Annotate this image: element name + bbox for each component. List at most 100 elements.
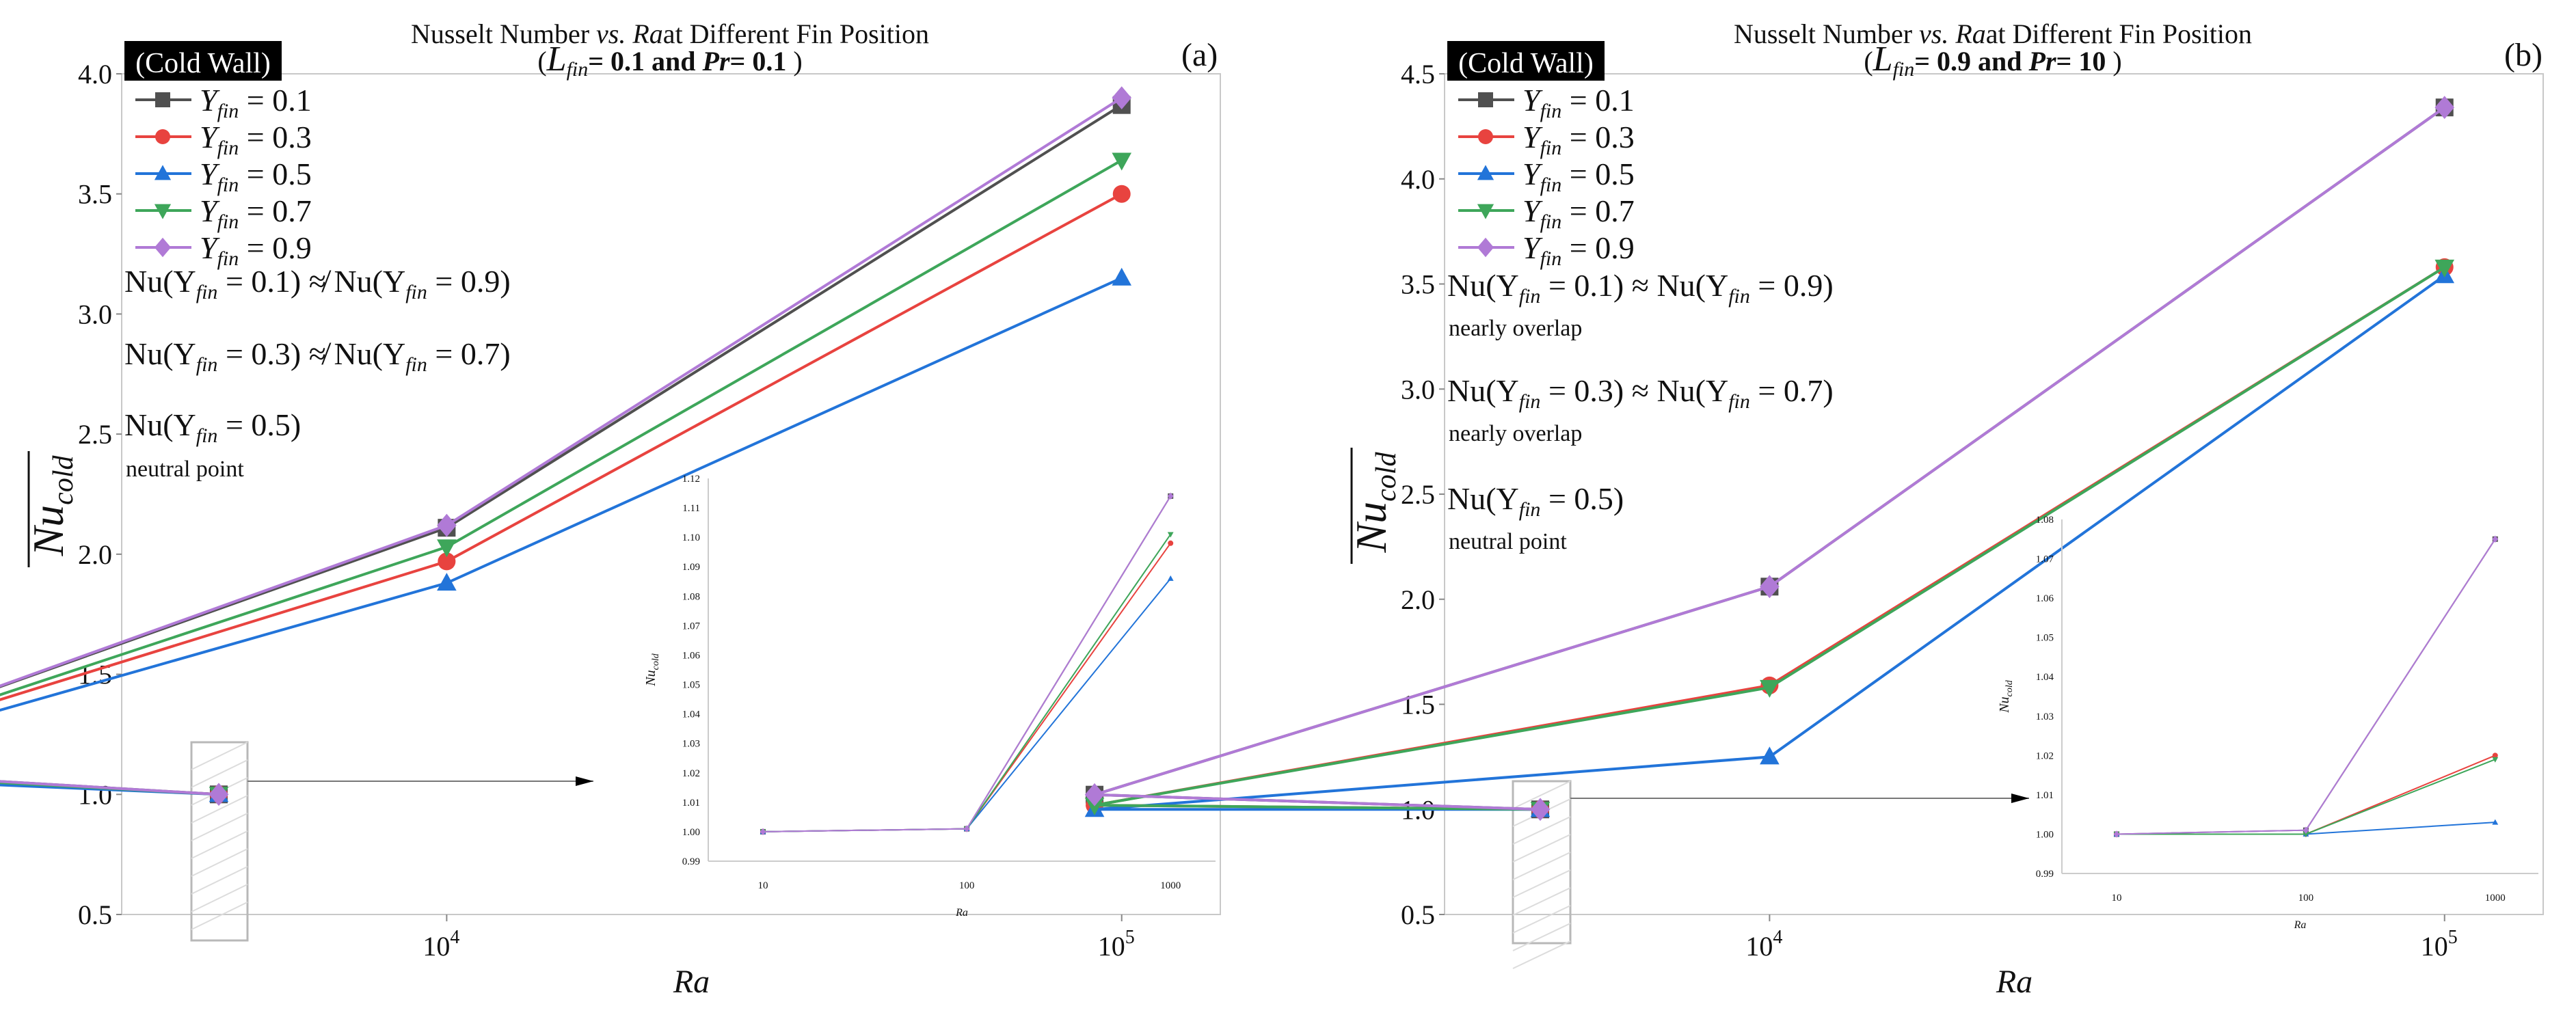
legend-y: Y <box>200 157 220 191</box>
x-tick-base: 10 <box>2421 931 2448 962</box>
annotation-sub: fin <box>1728 390 1750 413</box>
inset-y-tick: 1.03 <box>682 739 700 750</box>
chart-title: Nusselt Number vs. Raat Different Fin Po… <box>1734 18 2252 49</box>
annotation-part: = 0.5) <box>1540 481 1624 516</box>
inset-data-point <box>2492 819 2499 825</box>
inset-series-line <box>2116 539 2496 835</box>
series-line <box>1094 274 2445 811</box>
annotation-note: nearly overlap <box>1449 421 1582 446</box>
zoom-hatch <box>1512 816 1571 845</box>
legend-entry: Yfin = 0.5 <box>135 157 312 196</box>
x-tick-label: 104 <box>1745 927 1782 962</box>
legend-y: Y <box>1522 83 1543 118</box>
y-tick-label: 2.0 <box>78 539 112 570</box>
chart-title: Nusselt Number vs. Raat Different Fin Po… <box>411 18 929 49</box>
data-point <box>437 539 457 558</box>
inset-series-line <box>762 543 1172 832</box>
zoom-hatch <box>191 901 248 930</box>
x-tick-exponent: 5 <box>1125 927 1135 948</box>
data-point <box>1112 267 1132 286</box>
inset-y-tick: 1.05 <box>682 680 700 691</box>
series-start-point <box>1530 798 1551 822</box>
zoom-box <box>1512 780 1572 945</box>
legend-marker <box>1477 204 1494 219</box>
inset-series-line <box>762 578 1172 832</box>
legend-y: Y <box>200 193 220 228</box>
legend-value: = 0.7 <box>1561 193 1634 228</box>
y-tick-label: 1.0 <box>78 779 112 810</box>
inset-x-label: Ra <box>955 907 968 919</box>
legend-y-sub: fin <box>1540 137 1562 159</box>
legend-y: Y <box>1522 193 1543 228</box>
plot-frame <box>121 73 1221 915</box>
annotation-part: = 0.3) ≈ Nu(Y <box>1540 373 1728 408</box>
inset-y-tick: 1.00 <box>682 827 700 838</box>
legend-entry: Yfin = 0.7 <box>1458 193 1635 233</box>
y-tick-label: 0.5 <box>1401 899 1435 930</box>
zoom-hatch <box>1512 905 1571 934</box>
legend-y: Y <box>1522 120 1543 154</box>
annotation-part: Nu(Y <box>124 407 196 442</box>
inset-y-label: Nucold <box>1997 679 2015 713</box>
inset-y-label-nu: Nu <box>1997 696 2012 713</box>
inset-y-label-sub: cold <box>651 653 661 670</box>
inset-y-tick: 1.05 <box>2036 633 2054 644</box>
zoom-hatch <box>1512 923 1571 951</box>
inset-data-point <box>2303 832 2309 838</box>
annotation-note: neutral point <box>126 457 244 482</box>
series-line <box>1094 106 2445 811</box>
legend-y-sub: fin <box>1540 211 1562 233</box>
y-tick-label: 3.5 <box>1401 269 1435 300</box>
y-tick-label: 2.5 <box>1401 479 1435 510</box>
annotation-part: Nu(Y <box>1447 373 1519 408</box>
legend-label: Yfin = 0.9 <box>1522 230 1635 270</box>
legend-y-sub: fin <box>217 211 239 233</box>
zoom-hatch <box>191 830 248 859</box>
legend-y-sub: fin <box>1540 100 1562 122</box>
annotation-sub: fin <box>1519 285 1541 308</box>
y-tick-label: 2.0 <box>1401 584 1435 615</box>
zoom-hatch <box>1512 834 1571 863</box>
inset-y-tick: 1.07 <box>682 621 701 632</box>
title-vs: vs. <box>1919 18 1948 49</box>
zoom-hatch <box>191 884 248 912</box>
legend-y: Y <box>200 230 220 265</box>
cold-wall-badge <box>124 41 282 81</box>
title-ra: Ra <box>626 18 662 49</box>
legend-label: Yfin = 0.7 <box>1522 193 1635 233</box>
paren: ( <box>537 46 546 77</box>
inset-data-point <box>1167 575 1174 581</box>
subtitle-l: L <box>546 40 567 79</box>
title-vs: vs. <box>596 18 626 49</box>
annotation-sub: fin <box>405 353 427 376</box>
legend-value: = 0.5 <box>1561 157 1634 191</box>
x-tick-exponent: 4 <box>450 927 459 948</box>
cold-wall-label: (Cold Wall) <box>1458 48 1594 79</box>
annotation-sub: fin <box>196 353 218 376</box>
y-tick-label: 4.0 <box>1401 164 1435 195</box>
inset-y-tick: 1.11 <box>682 503 700 514</box>
inset-data-point <box>760 828 766 836</box>
title-ra: Ra <box>1948 18 1985 49</box>
annotation-part: = 0.7) <box>1750 373 1834 408</box>
annotation-part: Nu(Y <box>1447 268 1519 303</box>
legend-marker <box>154 204 172 219</box>
x-axis-label: Ra <box>1996 964 2032 1000</box>
inset-y-tick: 1.07 <box>2036 554 2054 565</box>
zoom-hatch <box>1512 940 1571 969</box>
title-part: at Different Fin Position <box>1986 18 2252 49</box>
x-tick-label: 104 <box>422 927 459 962</box>
subtitle-l-sub: fin <box>567 58 589 81</box>
inset-data-point <box>2492 752 2498 759</box>
subtitle-pr-val: = 0.1 <box>730 46 787 77</box>
inset-x-tick: 1000 <box>1160 880 1181 891</box>
y-tick-label: 3.0 <box>78 299 112 329</box>
annotation-sub: fin <box>196 281 218 303</box>
title-part: at Different Fin Position <box>663 18 929 49</box>
data-point <box>1760 575 1780 599</box>
annotation-note: neutral point <box>1449 529 1567 554</box>
zoom-hatch <box>1512 887 1571 916</box>
inset-y-label-nu: Nu <box>643 670 658 686</box>
inset-x-tick: 1000 <box>2485 893 2506 904</box>
legend-y: Y <box>200 120 220 154</box>
